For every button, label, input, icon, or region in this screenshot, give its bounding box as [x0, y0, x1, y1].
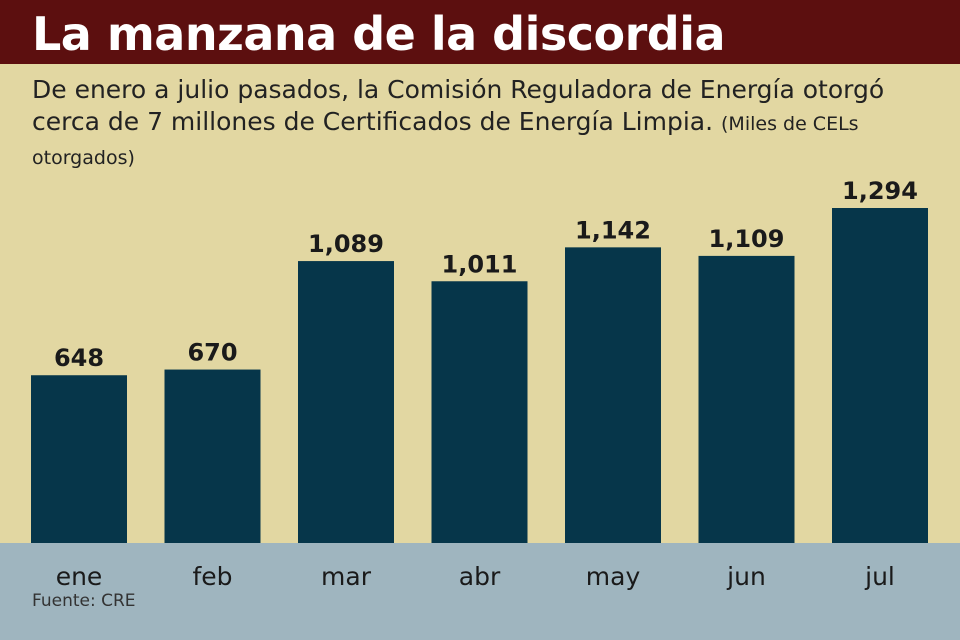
category-label-jun: jun — [726, 562, 766, 591]
subtitle-text: De enero a julio pasados, la Comisión Re… — [32, 75, 885, 136]
chart-title: La manzana de la discordia — [32, 7, 726, 61]
category-label-abr: abr — [459, 562, 501, 591]
bar-abr — [431, 281, 528, 543]
axis-band — [0, 543, 960, 640]
value-label-ene: 648 — [54, 344, 104, 372]
category-label-feb: feb — [192, 562, 232, 591]
value-label-feb: 670 — [187, 339, 237, 367]
category-label-jul: jul — [864, 562, 895, 591]
bar-feb — [164, 369, 261, 543]
category-label-ene: ene — [56, 562, 103, 591]
value-label-abr: 1,011 — [442, 250, 518, 278]
bar-mar — [298, 261, 394, 543]
unit-note: (Miles de CELs otorgados) — [32, 113, 859, 169]
bar-jun — [698, 255, 795, 544]
title-bar: La manzana de la discordia — [0, 0, 960, 64]
value-label-jun: 1,109 — [709, 225, 785, 253]
value-label-mar: 1,089 — [308, 230, 384, 258]
value-label-may: 1,142 — [575, 216, 651, 244]
category-label-may: may — [586, 562, 641, 591]
chart-subtitle: De enero a julio pasados, la Comisión Re… — [32, 74, 932, 174]
bar-jul — [832, 208, 928, 543]
category-label-mar: mar — [321, 562, 372, 591]
bar-may — [565, 247, 661, 544]
bar-ene — [31, 375, 127, 543]
source-note: Fuente: CRE — [32, 591, 136, 611]
value-label-jul: 1,294 — [842, 177, 918, 205]
